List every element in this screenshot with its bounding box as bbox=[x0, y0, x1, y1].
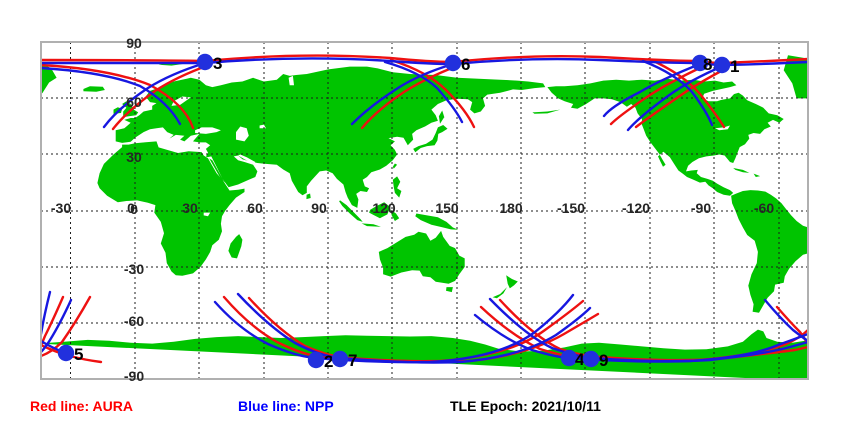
track-npp-left-fan-2 bbox=[41, 298, 73, 354]
lon-tick-60: 60 bbox=[247, 200, 263, 216]
pass-marker-label-4: 4 bbox=[575, 350, 585, 369]
track-aura-dot8-sw bbox=[609, 64, 706, 126]
track-npp-mid-se bbox=[383, 60, 464, 124]
lat-tick--90: -90 bbox=[124, 368, 144, 384]
landmass bbox=[83, 86, 105, 92]
water-body bbox=[203, 212, 211, 217]
lon-tick--30: -30 bbox=[51, 200, 71, 216]
water-body bbox=[195, 127, 221, 134]
water-body bbox=[236, 126, 249, 142]
landmass bbox=[378, 230, 465, 284]
pass-marker-label-9: 9 bbox=[599, 351, 608, 370]
track-aura-dot6-sw bbox=[360, 64, 459, 130]
track-aura-mid-se bbox=[389, 58, 476, 129]
water-body bbox=[715, 125, 730, 131]
track-npp-dot8-sw bbox=[602, 62, 702, 118]
lat-tick-60: 60 bbox=[126, 94, 142, 110]
pass-marker-label-1: 1 bbox=[730, 57, 739, 76]
lat-tick--30: -30 bbox=[124, 261, 144, 277]
lon-tick-120: 120 bbox=[372, 200, 396, 216]
track-aura-right-se bbox=[647, 57, 726, 129]
landmass bbox=[361, 223, 381, 227]
legend-red-aura: Red line: AURA bbox=[30, 398, 133, 414]
landmass bbox=[753, 173, 761, 177]
landmass bbox=[413, 125, 448, 153]
track-aura-top-left-se bbox=[41, 63, 195, 130]
pass-marker-dot-3 bbox=[196, 53, 214, 71]
landmass bbox=[415, 213, 459, 230]
landmass bbox=[392, 163, 398, 169]
landmass bbox=[97, 141, 245, 276]
pass-marker-label-7: 7 bbox=[348, 351, 357, 370]
water-body bbox=[288, 75, 294, 86]
landmass bbox=[492, 287, 507, 299]
landmass bbox=[228, 234, 243, 259]
landmass bbox=[390, 209, 400, 221]
landmass bbox=[41, 329, 808, 379]
pass-marker-dot-7 bbox=[331, 350, 349, 368]
pass-marker-dot-8 bbox=[691, 54, 709, 72]
lon-tick-90: 90 bbox=[311, 200, 327, 216]
lon-tick-150: 150 bbox=[435, 200, 459, 216]
landmass bbox=[306, 193, 311, 200]
track-aura-dot3-sw bbox=[111, 63, 211, 131]
lon-tick--150: -150 bbox=[557, 200, 585, 216]
track-aura-left-fan-2 bbox=[41, 295, 92, 358]
pass-marker-label-5: 5 bbox=[74, 345, 83, 364]
lon-tick--120: -120 bbox=[622, 200, 650, 216]
pass-marker-label-3: 3 bbox=[213, 54, 222, 73]
track-npp-bottom-p2 bbox=[236, 292, 592, 364]
track-npp-right-se bbox=[641, 59, 714, 127]
legend-tle-epoch: TLE Epoch: 2021/10/11 bbox=[450, 398, 601, 414]
pass-marker-label-6: 6 bbox=[461, 55, 470, 74]
pass-marker-dot-2 bbox=[307, 351, 325, 369]
landmass bbox=[41, 62, 57, 95]
landmass bbox=[532, 109, 561, 114]
track-npp-top-left-se bbox=[41, 66, 182, 126]
lat-tick-0: 0 bbox=[130, 201, 138, 217]
legend-blue-npp: Blue line: NPP bbox=[238, 398, 334, 414]
landmass bbox=[438, 110, 445, 124]
pass-marker-dot-6 bbox=[444, 54, 462, 72]
lon-tick-180: 180 bbox=[499, 200, 523, 216]
landmass bbox=[506, 275, 518, 289]
track-npp-bottom-p4 bbox=[488, 297, 808, 363]
landmass bbox=[731, 190, 808, 313]
pass-marker-label-2: 2 bbox=[324, 352, 333, 371]
landmass bbox=[547, 78, 784, 196]
map-border bbox=[40, 41, 809, 380]
land-layer bbox=[41, 55, 808, 379]
water-body bbox=[238, 154, 256, 164]
lat-tick-30: 30 bbox=[126, 149, 142, 165]
track-aura-dot1-sw bbox=[634, 66, 729, 129]
track-npp-dot1-sw bbox=[626, 64, 725, 132]
lat-tick--60: -60 bbox=[124, 313, 144, 329]
landmass bbox=[733, 168, 750, 173]
lon-tick--60: -60 bbox=[754, 200, 774, 216]
pass-marker-dot-4 bbox=[560, 349, 578, 367]
pass-marker-dot-9 bbox=[582, 350, 600, 368]
landmass bbox=[115, 66, 546, 208]
lon-tick-30: 30 bbox=[182, 200, 198, 216]
pass-marker-label-8: 8 bbox=[703, 55, 712, 74]
track-npp-dot6-sw bbox=[350, 62, 455, 126]
track-npp-dot3-sw bbox=[102, 61, 207, 129]
landmass bbox=[783, 55, 808, 99]
lon-tick--90: -90 bbox=[691, 200, 711, 216]
lat-tick-90: 90 bbox=[126, 35, 142, 51]
lon-tick-0: 0 bbox=[127, 200, 135, 216]
landmass bbox=[369, 202, 391, 219]
track-npp-wrap-right bbox=[763, 298, 808, 343]
pass-marker-dot-5 bbox=[57, 344, 75, 362]
landmass bbox=[446, 287, 453, 293]
pass-marker-dot-1 bbox=[713, 56, 731, 74]
landmass bbox=[339, 200, 363, 222]
landmass bbox=[392, 176, 402, 198]
